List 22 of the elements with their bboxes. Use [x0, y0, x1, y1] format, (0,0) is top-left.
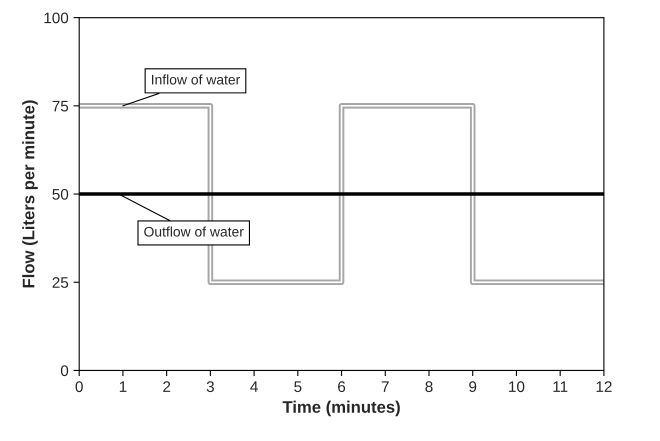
x-tick-label: 2	[163, 381, 170, 392]
x-tick-label: 9	[469, 381, 476, 392]
x-tick-label: 4	[250, 381, 258, 392]
y-tick-label: 25	[52, 277, 68, 288]
x-tick-label: 3	[206, 381, 214, 392]
x-tick-label: 10	[509, 381, 524, 392]
annotation: Outflow of water	[144, 226, 244, 237]
x-axis-title: Time (minutes)	[282, 400, 400, 416]
y-tick-label: 100	[44, 12, 68, 24]
x-tick-label: 8	[425, 381, 433, 392]
annotation: Inflow of water	[152, 74, 240, 85]
x-tick-label: 0	[76, 381, 83, 392]
x-tick-label: 11	[553, 381, 568, 392]
x-tick-label: 12	[596, 381, 612, 392]
x-tick-label: 1	[120, 381, 126, 392]
x-tick-label: 7	[382, 381, 389, 392]
y-tick-label: 50	[52, 188, 68, 200]
x-tick-label: 6	[338, 381, 346, 392]
x-tick-label: 5	[294, 381, 302, 392]
y-tick-label: 75	[52, 100, 68, 112]
y-tick-label: 0	[60, 365, 68, 376]
y-axis-title: Flow (Liters per minute)	[22, 100, 38, 288]
